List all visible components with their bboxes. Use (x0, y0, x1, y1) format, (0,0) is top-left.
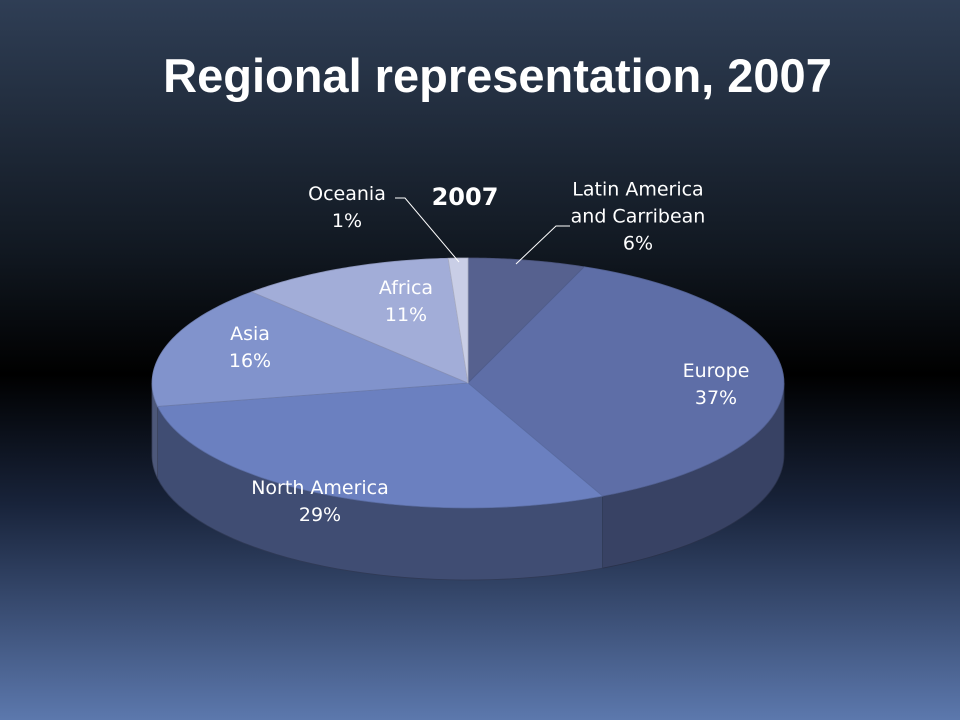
category-label: Africa (378, 277, 434, 299)
slice-label: Asia 16% (200, 321, 300, 375)
category-label: Europe (682, 360, 750, 382)
value-label: 16% (228, 350, 272, 372)
slice-label: Africa 11% (356, 275, 456, 329)
category-label: Oceania (308, 183, 386, 205)
slice (156, 382, 604, 509)
value-label: 11% (384, 304, 428, 326)
leader-line (395, 197, 460, 263)
value-label: 29% (298, 504, 342, 526)
category-label: Asia (230, 323, 270, 345)
slice (151, 291, 469, 407)
category-label: Latin America and Carribean (570, 178, 706, 228)
slice-label: Oceania 1% (297, 181, 397, 235)
value-label: 37% (694, 387, 738, 409)
chart-title: 2007 (431, 183, 499, 211)
slice-label: North America 29% (220, 475, 420, 529)
value-label: 6% (622, 232, 654, 255)
slice (467, 266, 785, 497)
slice (447, 257, 469, 384)
slice-label: Europe 37% (656, 358, 776, 412)
category-label: North America (251, 477, 389, 499)
leader-line (515, 225, 570, 265)
value-label: 1% (331, 210, 363, 232)
slice-label: Latin America and Carribean 6% (563, 177, 713, 258)
slice (467, 257, 586, 384)
slide-title: Regional representation, 2007 (163, 49, 832, 102)
slice (250, 257, 469, 384)
